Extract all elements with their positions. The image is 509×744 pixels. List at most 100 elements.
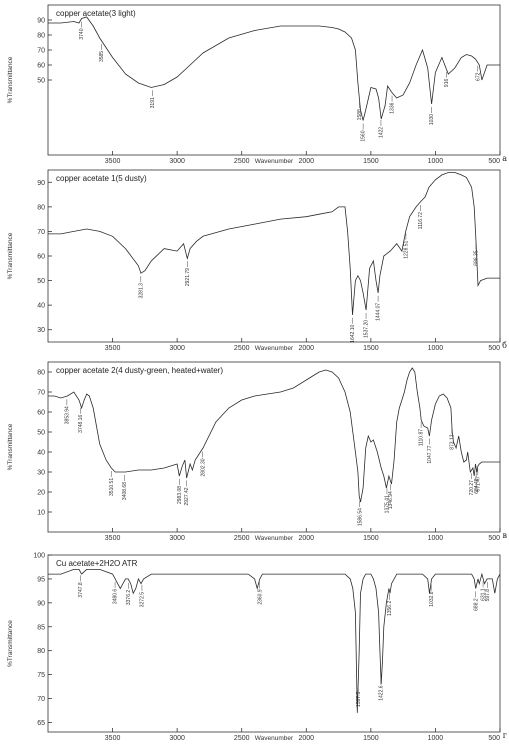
y-tick-label: 90 — [37, 18, 45, 25]
peak-label: 688.2 — [473, 598, 479, 611]
y-tick-label: 80 — [37, 204, 45, 211]
y-tick-label: 30 — [37, 470, 45, 477]
x-tick-label: 1500 — [363, 345, 379, 352]
y-tick-label: 85 — [37, 624, 45, 631]
x-tick-label: 3500 — [105, 158, 121, 165]
x-tick-label: 3000 — [169, 158, 185, 165]
peak-label: 916 — [444, 79, 450, 88]
peak-label: 3408.68 — [122, 482, 128, 500]
peak-label: 1336 — [390, 102, 396, 113]
spectrum-line — [48, 569, 501, 713]
peak-label: 2921.79 — [185, 268, 191, 286]
chart-title: copper acetate 2(4 dusty-green, heated+w… — [56, 366, 223, 375]
peak-label: 3747.8 — [78, 582, 84, 598]
peak-label: 3376.2 — [126, 590, 132, 606]
peak-label: 1228.51 — [404, 240, 410, 258]
peak-label: 2927.42 — [184, 487, 190, 505]
x-tick-label: 2500 — [234, 345, 250, 352]
x-tick-label: 2500 — [234, 535, 250, 542]
peak-label: 597.8 — [485, 589, 491, 602]
peak-label: 1537.20 — [364, 320, 370, 338]
y-tick-label: 40 — [37, 450, 45, 457]
x-tick-label: 2000 — [298, 158, 314, 165]
y-tick-label: 70 — [37, 696, 45, 703]
peak-label: 672 — [475, 72, 481, 81]
chart-title: Cu acetate+2H2O ATR — [56, 559, 138, 568]
y-tick-label: 50 — [37, 78, 45, 85]
peak-label: 3740 — [79, 28, 85, 39]
peak-label: 1110.87 — [419, 429, 425, 447]
peak-label: 2360.9 — [257, 589, 263, 605]
x-tick-label: 1000 — [428, 535, 444, 542]
chart-panel-2: 30 40 50 60 70 80 90 3500 3000 2500 2000 1500 1000 50… — [7, 169, 507, 352]
peak-label: 671.47 — [475, 476, 481, 492]
x-tick-label: 1500 — [363, 735, 379, 742]
panel-letter: a — [502, 154, 507, 163]
y-tick-label: 40 — [37, 303, 45, 310]
peak-label: 720.27 — [469, 480, 475, 496]
peak-label: 1030 — [429, 114, 435, 125]
x-tick-label: 1000 — [428, 735, 444, 742]
plot-frame — [47, 169, 501, 343]
panel-letter: г — [503, 731, 507, 740]
y-tick-label: 10 — [37, 510, 45, 517]
y-tick-label: 20 — [37, 490, 45, 497]
x-tick-label: 2000 — [298, 535, 314, 542]
x-tick-label: 1000 — [428, 158, 444, 165]
peak-label: 1588 — [357, 109, 363, 120]
y-axis-label: %Transmittance — [7, 423, 14, 470]
y-tick-label: 95 — [37, 576, 45, 583]
spectrum-line — [48, 172, 500, 316]
peak-label: 1356.2 — [387, 601, 393, 617]
peak-label: 1047.77 — [427, 445, 433, 463]
y-tick-label: 80 — [37, 33, 45, 40]
peak-label: 1586.54 — [357, 508, 363, 526]
chart-panel-3: 10 20 30 40 50 60 70 80 3500 3000 2500 2000 1500 1000… — [7, 361, 507, 542]
y-tick-label: 80 — [37, 648, 45, 655]
x-axis-label: Wavenumber — [255, 535, 294, 542]
x-tick-label: 2500 — [234, 735, 250, 742]
chart-panel-4: 65 70 75 80 85 90 95 100 3500 3000 2500 2000 1500 100… — [7, 553, 507, 743]
y-tick-label: 90 — [37, 600, 45, 607]
x-tick-label: 3000 — [169, 535, 185, 542]
y-axis-label: %Transmittance — [7, 232, 14, 279]
x-axis-label: Wavenumber — [255, 345, 294, 352]
y-tick-label: 70 — [37, 390, 45, 397]
x-tick-label: 3500 — [105, 735, 121, 742]
x-tick-label: 2000 — [298, 735, 314, 742]
x-tick-label: 1500 — [363, 158, 379, 165]
peak-label: 2802.30 — [200, 458, 206, 476]
chart-title: copper acetate 1(5 dusty) — [56, 174, 147, 183]
peak-label: 3748.16 — [78, 415, 84, 433]
peak-label: 3510.51 — [109, 478, 115, 496]
peak-label: 686.35 — [474, 250, 480, 266]
peak-label: 873.13 — [449, 434, 455, 450]
x-tick-label: 500 — [488, 158, 500, 165]
chart-panel-1: 50 60 70 80 90 3500 3000 2500 2000 1500 1000 500 Wav… — [7, 4, 507, 165]
peak-label: 1444.07 — [376, 303, 382, 321]
peak-label: 3191 — [150, 97, 156, 108]
y-tick-label: 60 — [37, 410, 45, 417]
x-tick-label: 1000 — [428, 345, 444, 352]
plot-frame — [47, 554, 501, 733]
x-tick-label: 3000 — [169, 735, 185, 742]
x-tick-label: 500 — [488, 735, 500, 742]
x-axis-label: Wavenumber — [255, 735, 294, 742]
y-tick-label: 75 — [37, 672, 45, 679]
y-tick-label: 50 — [37, 430, 45, 437]
x-tick-label: 500 — [488, 535, 500, 542]
peak-label: 1032.8 — [429, 591, 435, 607]
x-tick-label: 1500 — [363, 535, 379, 542]
peak-label: 3853.94 — [64, 406, 70, 424]
peak-label: 1116.72 — [418, 212, 424, 230]
y-tick-label: 90 — [37, 180, 45, 187]
spectrum-line — [48, 16, 500, 121]
x-tick-label: 3500 — [105, 535, 121, 542]
y-tick-label: 60 — [37, 254, 45, 261]
x-axis-label: Wavenumber — [255, 158, 294, 165]
y-tick-label: 80 — [37, 370, 45, 377]
y-tick-label: 70 — [37, 48, 45, 55]
x-tick-label: 3500 — [105, 345, 121, 352]
peak-label: 1422.6 — [378, 685, 384, 701]
